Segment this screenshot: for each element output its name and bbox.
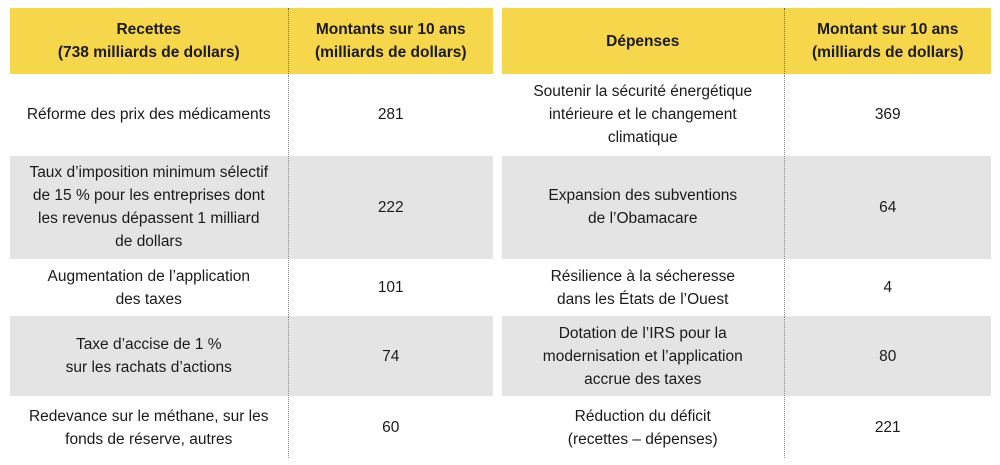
- revenue-item-amount: 101: [287, 259, 493, 316]
- revenue-item-label: Redevance sur le méthane, sur les fonds d…: [10, 396, 288, 458]
- spending-item-label-line: intérieure et le changement: [548, 106, 737, 124]
- spending-item-label-line: de l’Obamacare: [588, 210, 698, 228]
- spending-item-label-line: Résilience à la sécheresse: [550, 267, 735, 285]
- spending-item-label: Dotation de l’IRS pour la modernisation e…: [502, 315, 784, 397]
- revenue-item-label: Taxe d’accise de 1 % sur les rachats d’ac…: [10, 315, 288, 397]
- spending-item-label: Réduction du déficit (recettes – dépenses…: [502, 396, 784, 458]
- revenue-item-label-line: les revenus dépassent 1 milliard: [38, 210, 260, 228]
- spending-item-label-line: Dotation de l’IRS pour la: [558, 324, 727, 342]
- spending-item-label-line: (recettes – dépenses): [567, 430, 718, 448]
- spending-panel: Dépenses Montant sur 10 ans (milliards d…: [502, 8, 991, 458]
- revenue-item-amount: 281: [287, 74, 493, 156]
- revenue-item-label-line: Taux d’imposition minimum sélectif: [29, 164, 269, 182]
- revenue-row: Taxe d’accise de 1 % sur les rachats d’ac…: [10, 315, 493, 397]
- revenue-amount-title: Montants sur 10 ans: [315, 21, 466, 38]
- revenue-item-label-line: Redevance sur le méthane, sur les: [28, 407, 269, 425]
- spending-item-label-line: accrue des taxes: [584, 370, 702, 388]
- spending-header-row: Dépenses Montant sur 10 ans (milliards d…: [502, 8, 991, 75]
- revenue-table: Recettes (738 milliards de dollars) Mont…: [10, 8, 493, 458]
- revenue-item-label: Réforme des prix des médicaments: [10, 74, 288, 156]
- spending-item-label: Résilience à la sécheresse dans les États…: [502, 259, 784, 316]
- revenue-header-row: Recettes (738 milliards de dollars) Mont…: [10, 8, 493, 75]
- revenue-row: Réforme des prix des médicaments 281: [10, 74, 493, 156]
- spending-item-amount: 221: [783, 396, 991, 458]
- revenue-item-amount: 60: [287, 396, 493, 458]
- spending-row: Résilience à la sécheresse dans les États…: [502, 259, 991, 316]
- spending-item-label-line: Soutenir la sécurité énergétique: [533, 83, 753, 101]
- spending-title-header: Dépenses: [502, 8, 784, 75]
- revenue-row: Augmentation de l’application des taxes 10…: [10, 259, 493, 316]
- spending-item-amount: 64: [783, 155, 991, 260]
- revenue-title: Recettes: [116, 21, 182, 38]
- spending-row: Réduction du déficit (recettes – dépenses…: [502, 396, 991, 458]
- spending-item-label: Expansion des subventions de l’Obamacare: [502, 155, 784, 260]
- spending-table: Dépenses Montant sur 10 ans (milliards d…: [502, 8, 991, 458]
- revenue-amount-unit: (milliards de dollars): [314, 44, 467, 61]
- revenue-row: Taux d’imposition minimum sélectif de 15 …: [10, 155, 493, 260]
- spending-item-label-line: climatique: [607, 129, 678, 147]
- spending-item-amount: 369: [783, 74, 991, 156]
- revenue-item-label-line: Augmentation de l’application: [47, 267, 251, 285]
- spending-row: Expansion des subventions de l’Obamacare 6…: [502, 155, 991, 260]
- revenue-title-header: Recettes (738 milliards de dollars): [10, 8, 288, 75]
- spending-item-label-line: dans les États de l’Ouest: [557, 290, 729, 308]
- revenue-item-label: Augmentation de l’application des taxes: [10, 259, 288, 316]
- spending-title: Dépenses: [606, 32, 680, 50]
- revenue-item-label-line: Réforme des prix des médicaments: [26, 106, 271, 124]
- revenue-item-label: Taux d’imposition minimum sélectif de 15 …: [10, 155, 288, 260]
- spending-row: Dotation de l’IRS pour la modernisation e…: [502, 315, 991, 397]
- revenue-item-amount: 74: [287, 315, 493, 397]
- revenue-item-label-line: sur les rachats d’actions: [65, 359, 232, 377]
- spending-amount-header: Montant sur 10 ans (milliards de dollars…: [783, 8, 991, 75]
- revenue-item-label-line: de dollars: [115, 233, 183, 251]
- spending-item-amount: 80: [783, 315, 991, 397]
- revenue-item-amount: 222: [287, 155, 493, 260]
- spending-amount-unit: (milliards de dollars): [811, 44, 964, 61]
- revenue-item-label-line: Taxe d’accise de 1 %: [75, 336, 222, 354]
- revenue-item-label-line: fonds de réserve, autres: [65, 430, 233, 448]
- spending-item-label-line: Expansion des subventions: [548, 187, 738, 205]
- spending-item-label: Soutenir la sécurité énergétique intérieu…: [502, 74, 784, 156]
- revenue-row: Redevance sur le méthane, sur les fonds d…: [10, 396, 493, 458]
- spending-item-label-line: Réduction du déficit: [574, 407, 711, 425]
- revenue-total: (738 milliards de dollars): [57, 44, 240, 61]
- revenue-panel: Recettes (738 milliards de dollars) Mont…: [10, 8, 493, 458]
- spending-item-amount: 4: [783, 259, 991, 316]
- revenue-amount-header: Montants sur 10 ans (milliards de dollar…: [287, 8, 493, 75]
- revenue-item-label-line: des taxes: [115, 290, 182, 308]
- spending-row: Soutenir la sécurité énergétique intérieu…: [502, 74, 991, 156]
- spending-amount-title: Montant sur 10 ans: [817, 21, 959, 38]
- revenue-item-label-line: de 15 % pour les entreprises dont: [32, 187, 265, 205]
- spending-item-label-line: modernisation et l’application: [542, 347, 743, 365]
